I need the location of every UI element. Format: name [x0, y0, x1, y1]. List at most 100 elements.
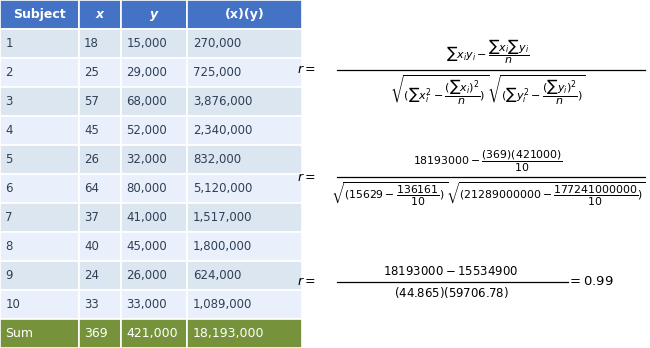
Text: 1,517,000: 1,517,000: [193, 211, 252, 224]
FancyBboxPatch shape: [187, 261, 302, 290]
Text: y: y: [150, 8, 158, 21]
FancyBboxPatch shape: [121, 319, 187, 348]
FancyBboxPatch shape: [79, 145, 121, 174]
Text: 33,000: 33,000: [126, 298, 167, 311]
FancyBboxPatch shape: [79, 232, 121, 261]
FancyBboxPatch shape: [79, 58, 121, 87]
Text: 3,876,000: 3,876,000: [193, 95, 252, 108]
Text: 421,000: 421,000: [126, 327, 178, 340]
Text: 1,800,000: 1,800,000: [193, 240, 252, 253]
FancyBboxPatch shape: [79, 290, 121, 319]
FancyBboxPatch shape: [0, 232, 79, 261]
Text: $(44.865)(59706.78)$: $(44.865)(59706.78)$: [393, 285, 508, 300]
Text: Sum: Sum: [5, 327, 33, 340]
FancyBboxPatch shape: [187, 232, 302, 261]
Text: 37: 37: [84, 211, 99, 224]
Text: 25: 25: [84, 66, 99, 79]
Text: $\sqrt{(15629 - \dfrac{136161}{10})\,}\sqrt{(21289000000 - \dfrac{177241000000}{: $\sqrt{(15629 - \dfrac{136161}{10})\,}\s…: [330, 181, 645, 208]
Text: $\sqrt{(\sum x_i^2 - \dfrac{(\sum x_i)^2}{n})\,}\sqrt{(\sum y_i^2 - \dfrac{(\sum: $\sqrt{(\sum x_i^2 - \dfrac{(\sum x_i)^2…: [390, 73, 585, 107]
Text: 80,000: 80,000: [126, 182, 167, 195]
FancyBboxPatch shape: [0, 203, 79, 232]
Text: $r =$: $r =$: [296, 171, 315, 184]
Text: 26,000: 26,000: [126, 269, 167, 282]
Text: 40: 40: [84, 240, 99, 253]
Text: 624,000: 624,000: [193, 269, 241, 282]
Text: 26: 26: [84, 153, 99, 166]
Text: $\sum x_i y_i - \dfrac{\sum x_i \sum y_i}{n}$: $\sum x_i y_i - \dfrac{\sum x_i \sum y_i…: [446, 38, 529, 66]
FancyBboxPatch shape: [79, 174, 121, 203]
FancyBboxPatch shape: [187, 29, 302, 58]
Text: (x)(y): (x)(y): [225, 8, 265, 21]
Text: 33: 33: [84, 298, 99, 311]
Text: 5,120,000: 5,120,000: [193, 182, 252, 195]
FancyBboxPatch shape: [187, 58, 302, 87]
Text: 29,000: 29,000: [126, 66, 167, 79]
Text: 1: 1: [5, 37, 13, 50]
FancyBboxPatch shape: [121, 174, 187, 203]
FancyBboxPatch shape: [0, 145, 79, 174]
FancyBboxPatch shape: [121, 87, 187, 116]
FancyBboxPatch shape: [121, 232, 187, 261]
FancyBboxPatch shape: [121, 203, 187, 232]
FancyBboxPatch shape: [121, 261, 187, 290]
FancyBboxPatch shape: [121, 29, 187, 58]
FancyBboxPatch shape: [121, 0, 187, 29]
Text: 9: 9: [5, 269, 13, 282]
FancyBboxPatch shape: [187, 87, 302, 116]
FancyBboxPatch shape: [79, 261, 121, 290]
FancyBboxPatch shape: [187, 290, 302, 319]
Text: $r =$: $r =$: [296, 275, 315, 288]
Text: $r =$: $r =$: [296, 63, 315, 76]
FancyBboxPatch shape: [121, 58, 187, 87]
FancyBboxPatch shape: [79, 29, 121, 58]
Text: 3: 3: [5, 95, 13, 108]
Text: 52,000: 52,000: [126, 124, 167, 137]
Text: 10: 10: [5, 298, 20, 311]
Text: 15,000: 15,000: [126, 37, 167, 50]
Text: 32,000: 32,000: [126, 153, 167, 166]
Text: 369: 369: [84, 327, 108, 340]
FancyBboxPatch shape: [0, 29, 79, 58]
Text: $18193000 - \dfrac{(369)(421000)}{10}$: $18193000 - \dfrac{(369)(421000)}{10}$: [413, 149, 562, 174]
FancyBboxPatch shape: [0, 87, 79, 116]
FancyBboxPatch shape: [79, 319, 121, 348]
Text: 2: 2: [5, 66, 13, 79]
Text: Subject: Subject: [13, 8, 66, 21]
Text: 4: 4: [5, 124, 13, 137]
Text: 1,089,000: 1,089,000: [193, 298, 252, 311]
Text: 41,000: 41,000: [126, 211, 167, 224]
FancyBboxPatch shape: [79, 0, 121, 29]
Text: 45,000: 45,000: [126, 240, 167, 253]
Text: 2,340,000: 2,340,000: [193, 124, 252, 137]
FancyBboxPatch shape: [0, 319, 79, 348]
FancyBboxPatch shape: [121, 145, 187, 174]
FancyBboxPatch shape: [79, 203, 121, 232]
FancyBboxPatch shape: [187, 174, 302, 203]
Text: 5: 5: [5, 153, 13, 166]
FancyBboxPatch shape: [0, 174, 79, 203]
FancyBboxPatch shape: [121, 290, 187, 319]
FancyBboxPatch shape: [0, 116, 79, 145]
FancyBboxPatch shape: [0, 58, 79, 87]
Text: 68,000: 68,000: [126, 95, 167, 108]
Text: 832,000: 832,000: [193, 153, 241, 166]
FancyBboxPatch shape: [0, 261, 79, 290]
Text: $18193000 - 15534900$: $18193000 - 15534900$: [384, 266, 519, 278]
Text: $= 0.99$: $= 0.99$: [567, 275, 614, 288]
Text: 18: 18: [84, 37, 99, 50]
Text: 57: 57: [84, 95, 99, 108]
Text: 8: 8: [5, 240, 13, 253]
Text: 7: 7: [5, 211, 13, 224]
FancyBboxPatch shape: [0, 290, 79, 319]
FancyBboxPatch shape: [79, 87, 121, 116]
FancyBboxPatch shape: [0, 0, 79, 29]
FancyBboxPatch shape: [121, 116, 187, 145]
Text: 6: 6: [5, 182, 13, 195]
Text: 18,193,000: 18,193,000: [193, 327, 265, 340]
Text: 270,000: 270,000: [193, 37, 241, 50]
FancyBboxPatch shape: [187, 319, 302, 348]
FancyBboxPatch shape: [187, 145, 302, 174]
Text: x: x: [96, 8, 104, 21]
Text: 64: 64: [84, 182, 99, 195]
FancyBboxPatch shape: [79, 116, 121, 145]
